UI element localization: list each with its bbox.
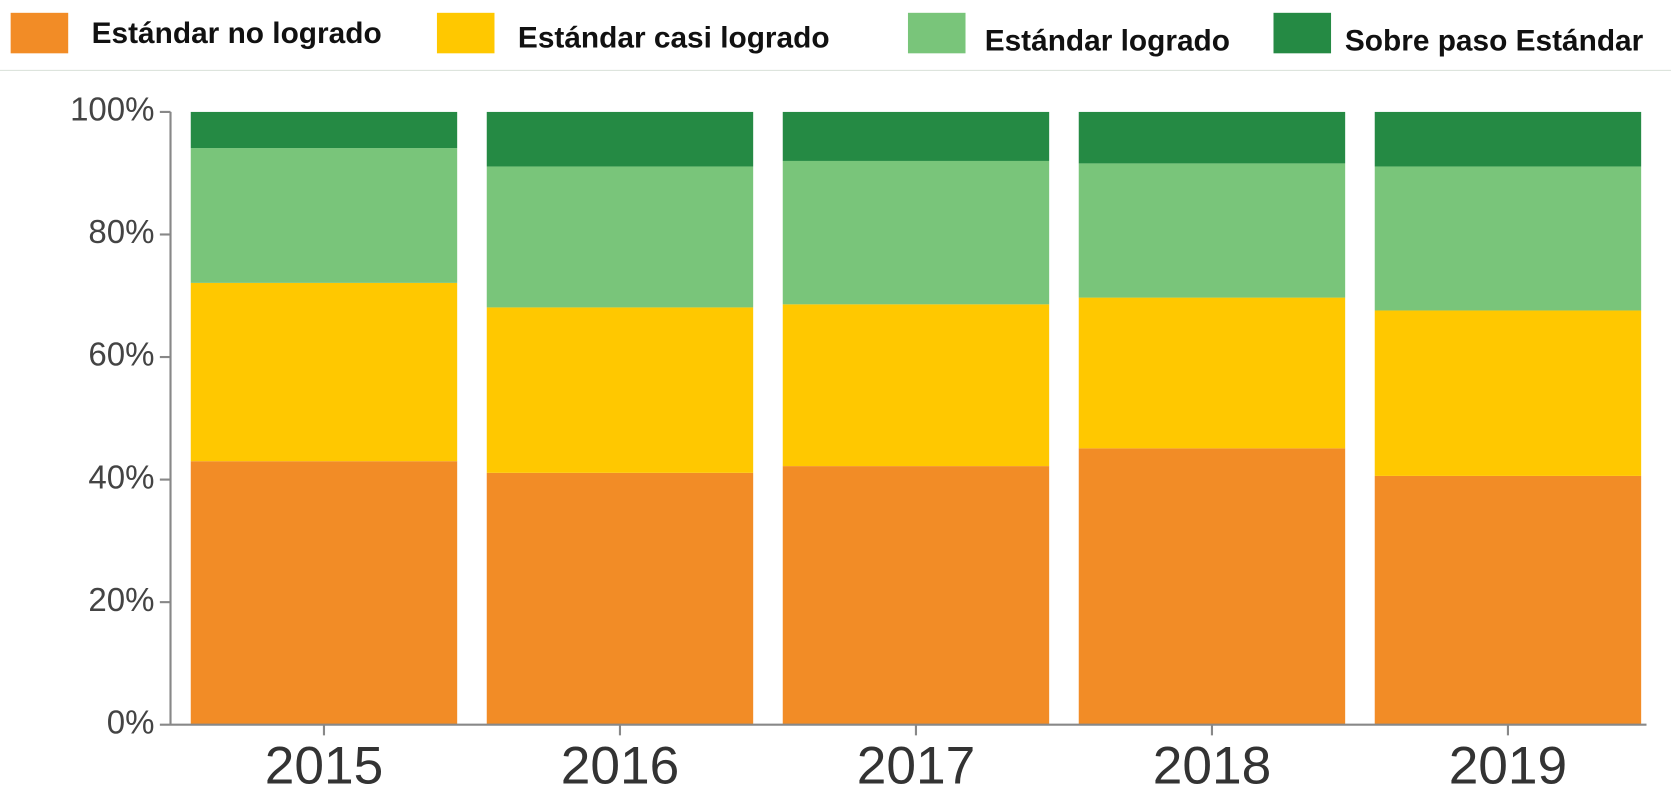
legend-swatch [1273, 12, 1332, 54]
bar-segment [1078, 297, 1346, 449]
y-tick-label: 60% [88, 336, 154, 373]
bar-segment [1374, 475, 1642, 725]
legend-label: Estándar casi logrado [518, 21, 830, 54]
legend-swatch [907, 12, 966, 54]
bar-segment [190, 148, 458, 283]
y-tick-label: 20% [88, 581, 154, 618]
legend-label: Sobre paso Estándar [1345, 25, 1644, 58]
bar-segment [782, 160, 1050, 305]
bar-segment [190, 461, 458, 725]
y-tick-label: 80% [88, 213, 154, 250]
bar-segment [190, 111, 458, 149]
legend-label: Estándar logrado [985, 25, 1230, 58]
bar-segment [1078, 448, 1346, 725]
y-tick-label: 40% [88, 458, 154, 495]
bar-segment [486, 472, 754, 725]
x-tick-label: 2015 [265, 737, 384, 794]
y-tick-label: 0% [107, 703, 155, 740]
x-tick-label: 2017 [857, 737, 975, 794]
bar-segment [1374, 111, 1642, 167]
y-tick-label: 100% [70, 91, 154, 128]
bar-segment [190, 282, 458, 462]
bar-segment [782, 304, 1050, 467]
x-tick-label: 2018 [1153, 737, 1272, 794]
bar-segment [1078, 163, 1346, 298]
bar-segment [1374, 166, 1642, 311]
bar-segment [1374, 310, 1642, 476]
legend-swatch [436, 12, 495, 54]
bar-segment [486, 111, 754, 167]
bar-segment [782, 466, 1050, 725]
legend-label: Estándar no logrado [92, 17, 382, 50]
x-tick-label: 2019 [1449, 737, 1568, 794]
bar-segment [782, 111, 1050, 161]
bar-segment [486, 166, 754, 308]
legend-swatch [10, 12, 69, 54]
bar-segment [1078, 111, 1346, 164]
bar-segment [486, 307, 754, 473]
x-tick-label: 2016 [561, 737, 679, 794]
